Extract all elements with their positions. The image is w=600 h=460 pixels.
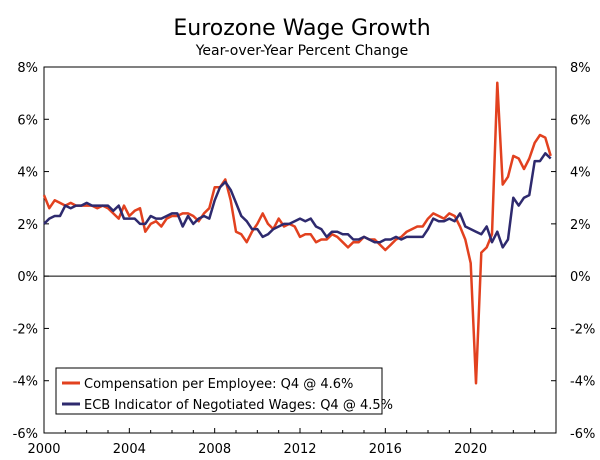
y-tick-label-left: 4% [17, 166, 38, 181]
y-tick-label-left: 2% [17, 218, 38, 233]
y-tick-label-left: 6% [17, 113, 38, 128]
chart-subtitle: Year-over-Year Percent Change [195, 43, 409, 59]
y-tick-label-right: -4% [570, 375, 595, 390]
series-line-negotiated-wages [43, 152, 552, 249]
y-tick-label-right: -2% [570, 322, 595, 337]
y-tick-label-left: -2% [13, 322, 38, 337]
axes: -6% -6% -4% -4% -2% -2% 0% 0% 2% 2% 4% 4% 6% 6% 8% 8% 20… [13, 61, 596, 457]
y-tick-label-left: 8% [17, 61, 38, 76]
legend-label-negotiated-wages: ECB Indicator of Negotiated Wages: Q4 @ … [84, 398, 393, 413]
x-tick-label: 2004 [113, 442, 146, 457]
y-tick-label-left: -4% [13, 375, 38, 390]
series-line-compensation [42, 81, 552, 385]
y-tick-label-right: 0% [570, 270, 591, 285]
legend-label-compensation: Compensation per Employee: Q4 @ 4.6% [84, 377, 353, 392]
legend: Compensation per Employee: Q4 @ 4.6% ECB… [55, 367, 393, 415]
series-group [42, 81, 552, 385]
legend-box [55, 367, 383, 415]
y-tick-label-right: 2% [570, 218, 591, 233]
chart-title: Eurozone Wage Growth [173, 16, 430, 41]
x-tick-label: 2016 [369, 442, 402, 457]
y-tick-label-left: -6% [13, 427, 38, 442]
y-tick-label-right: 6% [570, 113, 591, 128]
x-tick-label: 2020 [454, 442, 487, 457]
y-tick-label-left: 0% [17, 270, 38, 285]
y-tick-label-right: -6% [570, 427, 595, 442]
x-tick-label: 2000 [27, 442, 60, 457]
x-tick-label: 2012 [283, 442, 316, 457]
x-tick-label: 2008 [198, 442, 231, 457]
y-tick-label-right: 4% [570, 166, 591, 181]
y-tick-label-right: 8% [570, 61, 591, 76]
